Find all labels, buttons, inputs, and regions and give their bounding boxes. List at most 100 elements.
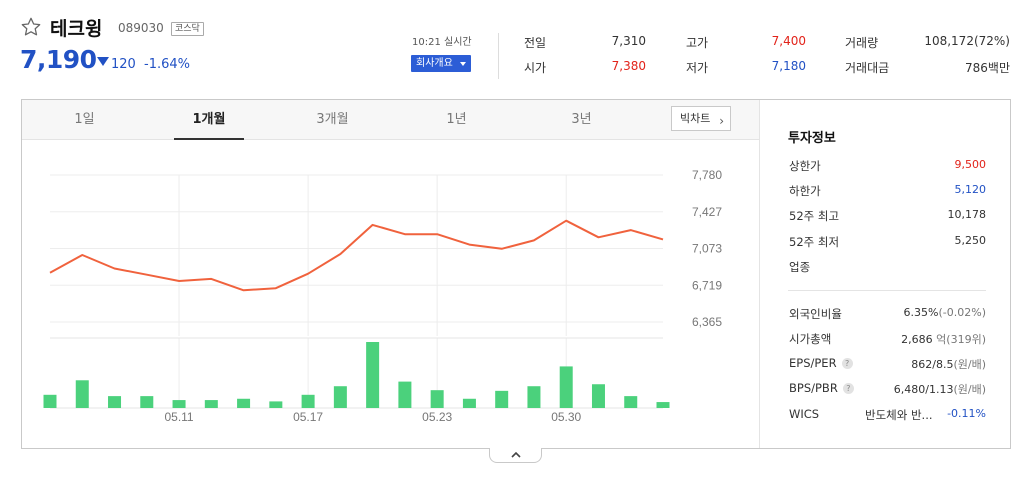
help-icon[interactable]: ? xyxy=(842,383,854,394)
volume-label: 거래량 xyxy=(845,36,879,50)
volume-bar xyxy=(43,394,57,408)
x-tick-label: 05.17 xyxy=(293,410,323,424)
help-icon[interactable]: ? xyxy=(841,358,853,369)
change-amount: 120 xyxy=(111,57,136,72)
y-tick-label: 7,073 xyxy=(692,242,722,256)
high-value: 7,400 xyxy=(771,34,806,48)
w52-high-value: 10,178 xyxy=(947,208,987,221)
price-line xyxy=(49,219,664,292)
upper-limit-value: 9,500 xyxy=(954,158,987,171)
upper-limit-label: 상한가 xyxy=(789,159,821,173)
wics-change: -0.11% xyxy=(947,407,986,420)
w52-high-label: 52주 최고 xyxy=(789,209,840,223)
investment-info-title: 투자정보 xyxy=(788,131,836,146)
market-badge: 코스닥 xyxy=(171,22,204,36)
tab-1year[interactable]: 1년 xyxy=(446,112,467,127)
low-label: 저가 xyxy=(686,61,709,75)
bps-pbr-unit: (원/배) xyxy=(953,383,986,396)
volume-bar xyxy=(527,386,541,408)
open-label: 시가 xyxy=(524,61,547,75)
foreign-ratio-pct: 6.35% xyxy=(903,306,939,319)
x-tick-label: 05.23 xyxy=(422,410,452,424)
y-tick-label: 6,719 xyxy=(692,278,722,292)
y-tick-label: 7,780 xyxy=(692,168,722,182)
caret-down-icon xyxy=(460,62,466,66)
prev-close-value: 7,310 xyxy=(611,34,646,48)
eps-per-number: 862/8.5 xyxy=(911,358,954,371)
bigchart-label: 빅차트 xyxy=(680,112,711,125)
volume-bar xyxy=(75,380,89,408)
volume-bar xyxy=(237,398,251,408)
foreign-ratio-change: (-0.02%) xyxy=(938,306,987,319)
prev-close-label: 전일 xyxy=(524,36,547,50)
tab-1month[interactable]: 1개월 xyxy=(174,100,244,140)
trade-value-value: 786백만 xyxy=(965,61,1010,75)
wics-sector-link[interactable]: 반도체와 반... xyxy=(865,408,933,422)
change-percent: -1.64% xyxy=(144,57,190,72)
volume-bar xyxy=(624,396,638,408)
company-overview-button[interactable]: 회사개요 xyxy=(411,55,471,72)
down-arrow-icon xyxy=(97,57,109,66)
volume-bar xyxy=(559,366,573,408)
stock-name: 테크윙 xyxy=(50,18,103,40)
market-cap-rank: (319위) xyxy=(946,333,986,346)
chart-svg: 7,780 7,427 7,073 6,719 6,365 05.11 05.17 05.23… xyxy=(43,168,722,424)
market-cap-value: 2,686 억(319위) xyxy=(901,331,986,347)
volume-bar xyxy=(172,400,186,408)
volume-bar xyxy=(108,396,122,408)
volume-bar xyxy=(591,384,605,408)
lower-limit-value: 5,120 xyxy=(954,183,987,196)
eps-per-value: 862/8.5(원/배) xyxy=(911,356,986,372)
low-value: 7,180 xyxy=(771,59,806,73)
foreign-ratio-label: 외국인비율 xyxy=(789,307,842,321)
volume-bar xyxy=(495,390,509,408)
company-overview-label: 회사개요 xyxy=(416,58,453,69)
investment-info: 투자정보 상한가 9,500 하한가 5,120 52주 최고 10,178 5… xyxy=(759,100,1011,448)
volume-bar xyxy=(398,381,412,408)
collapse-toggle[interactable] xyxy=(489,448,542,463)
high-label: 고가 xyxy=(686,36,709,50)
market-cap-amount: 2,686 xyxy=(901,333,933,346)
volume-bar xyxy=(204,400,218,408)
stock-header: 테크윙 089030 코스닥 7,190 120 -1.64% 10:21 실시… xyxy=(0,0,1033,95)
chevron-right-icon: › xyxy=(719,114,724,128)
volume-bar xyxy=(366,342,380,408)
x-tick-label: 05.11 xyxy=(164,410,193,424)
volume-value: 108,172(72%) xyxy=(924,34,1010,48)
bps-pbr-label: BPS/PBR? xyxy=(789,381,854,395)
tab-3month[interactable]: 3개월 xyxy=(316,112,349,127)
open-value: 7,380 xyxy=(611,59,646,73)
trade-value-label: 거래대금 xyxy=(845,61,890,75)
realtime-label: 10:21 실시간 xyxy=(412,37,472,48)
tab-1day[interactable]: 1일 xyxy=(74,112,95,127)
bps-pbr-text: BPS/PBR xyxy=(789,381,838,395)
chart-panel: 1일 1개월 3개월 1년 3년 빅차트 › 7,780 7,427 7,073 6,… xyxy=(21,99,1011,449)
chevron-up-icon xyxy=(511,451,521,458)
volume-bar xyxy=(269,401,283,408)
foreign-ratio-value: 6.35%(-0.02%) xyxy=(904,306,986,319)
current-price: 7,190 xyxy=(20,45,97,74)
w52-low-label: 52주 최저 xyxy=(789,235,840,249)
volume-bar xyxy=(301,394,315,408)
x-tick-label: 05.30 xyxy=(551,410,581,424)
market-cap-unit: 억 xyxy=(936,333,947,346)
eps-per-label: EPS/PER? xyxy=(789,356,853,370)
stock-code: 089030 xyxy=(118,21,164,35)
volume-bar xyxy=(140,396,154,408)
bigchart-button[interactable]: 빅차트 › xyxy=(671,106,731,131)
period-tabs: 1일 1개월 3개월 1년 3년 빅차트 › xyxy=(22,100,759,140)
wics-label: WICS xyxy=(789,407,820,421)
market-cap-label: 시가총액 xyxy=(789,332,832,346)
bps-pbr-number: 6,480/1.13 xyxy=(893,383,954,396)
volume-bar xyxy=(333,386,347,408)
eps-per-unit: (원/배) xyxy=(953,358,986,371)
tab-3year[interactable]: 3년 xyxy=(571,112,592,127)
lower-limit-label: 하한가 xyxy=(789,184,821,198)
volume-bar xyxy=(656,402,670,408)
eps-per-text: EPS/PER xyxy=(789,356,837,370)
volume-bar xyxy=(430,390,444,408)
sector-label: 업종 xyxy=(789,260,811,274)
w52-low-value: 5,250 xyxy=(954,234,987,247)
favorite-star-icon[interactable] xyxy=(20,16,42,38)
price-chart: 7,780 7,427 7,073 6,719 6,365 05.11 05.17 05.23… xyxy=(22,141,759,449)
